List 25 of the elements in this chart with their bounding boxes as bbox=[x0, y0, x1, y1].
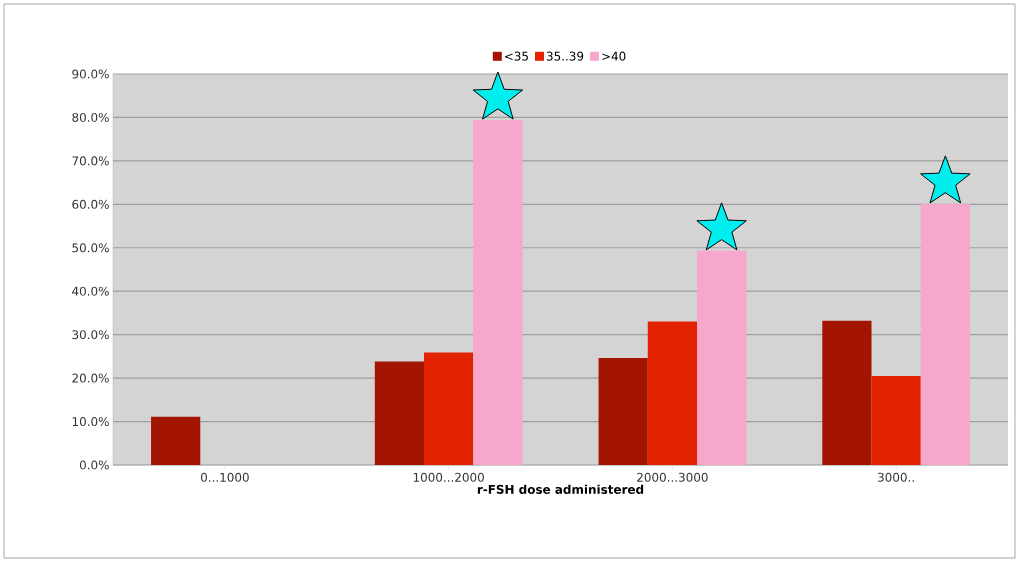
legend-label: >40 bbox=[602, 51, 626, 61]
y-tick-label: 50.0% bbox=[72, 243, 109, 253]
x-tick-label: 1000...2000 bbox=[413, 472, 484, 482]
bar bbox=[374, 361, 425, 465]
y-tick-label: 20.0% bbox=[72, 373, 109, 383]
x-tick-label: 2000...3000 bbox=[637, 472, 708, 482]
bar bbox=[424, 352, 474, 465]
bar bbox=[151, 416, 201, 465]
bar bbox=[598, 358, 648, 465]
y-tick-label: 80.0% bbox=[72, 112, 109, 122]
y-tick-label: 60.0% bbox=[72, 199, 109, 209]
legend-label: <35 bbox=[505, 51, 528, 61]
y-tick-label: 90.0% bbox=[72, 69, 109, 79]
y-tick-label: 0.0% bbox=[79, 460, 109, 470]
legend-label: 35..39 bbox=[546, 51, 584, 61]
bar bbox=[647, 321, 697, 465]
bar bbox=[871, 375, 921, 465]
x-tick-label: 3000.. bbox=[878, 472, 914, 482]
y-tick-label: 30.0% bbox=[72, 330, 109, 340]
x-tick-label: 0...1000 bbox=[200, 472, 249, 482]
bar bbox=[822, 320, 872, 465]
y-tick-label: 10.0% bbox=[72, 417, 109, 427]
y-tick-label: 40.0% bbox=[72, 286, 109, 296]
x-axis-title: r-FSH dose administered bbox=[477, 484, 644, 494]
y-tick-label: 70.0% bbox=[72, 156, 109, 166]
